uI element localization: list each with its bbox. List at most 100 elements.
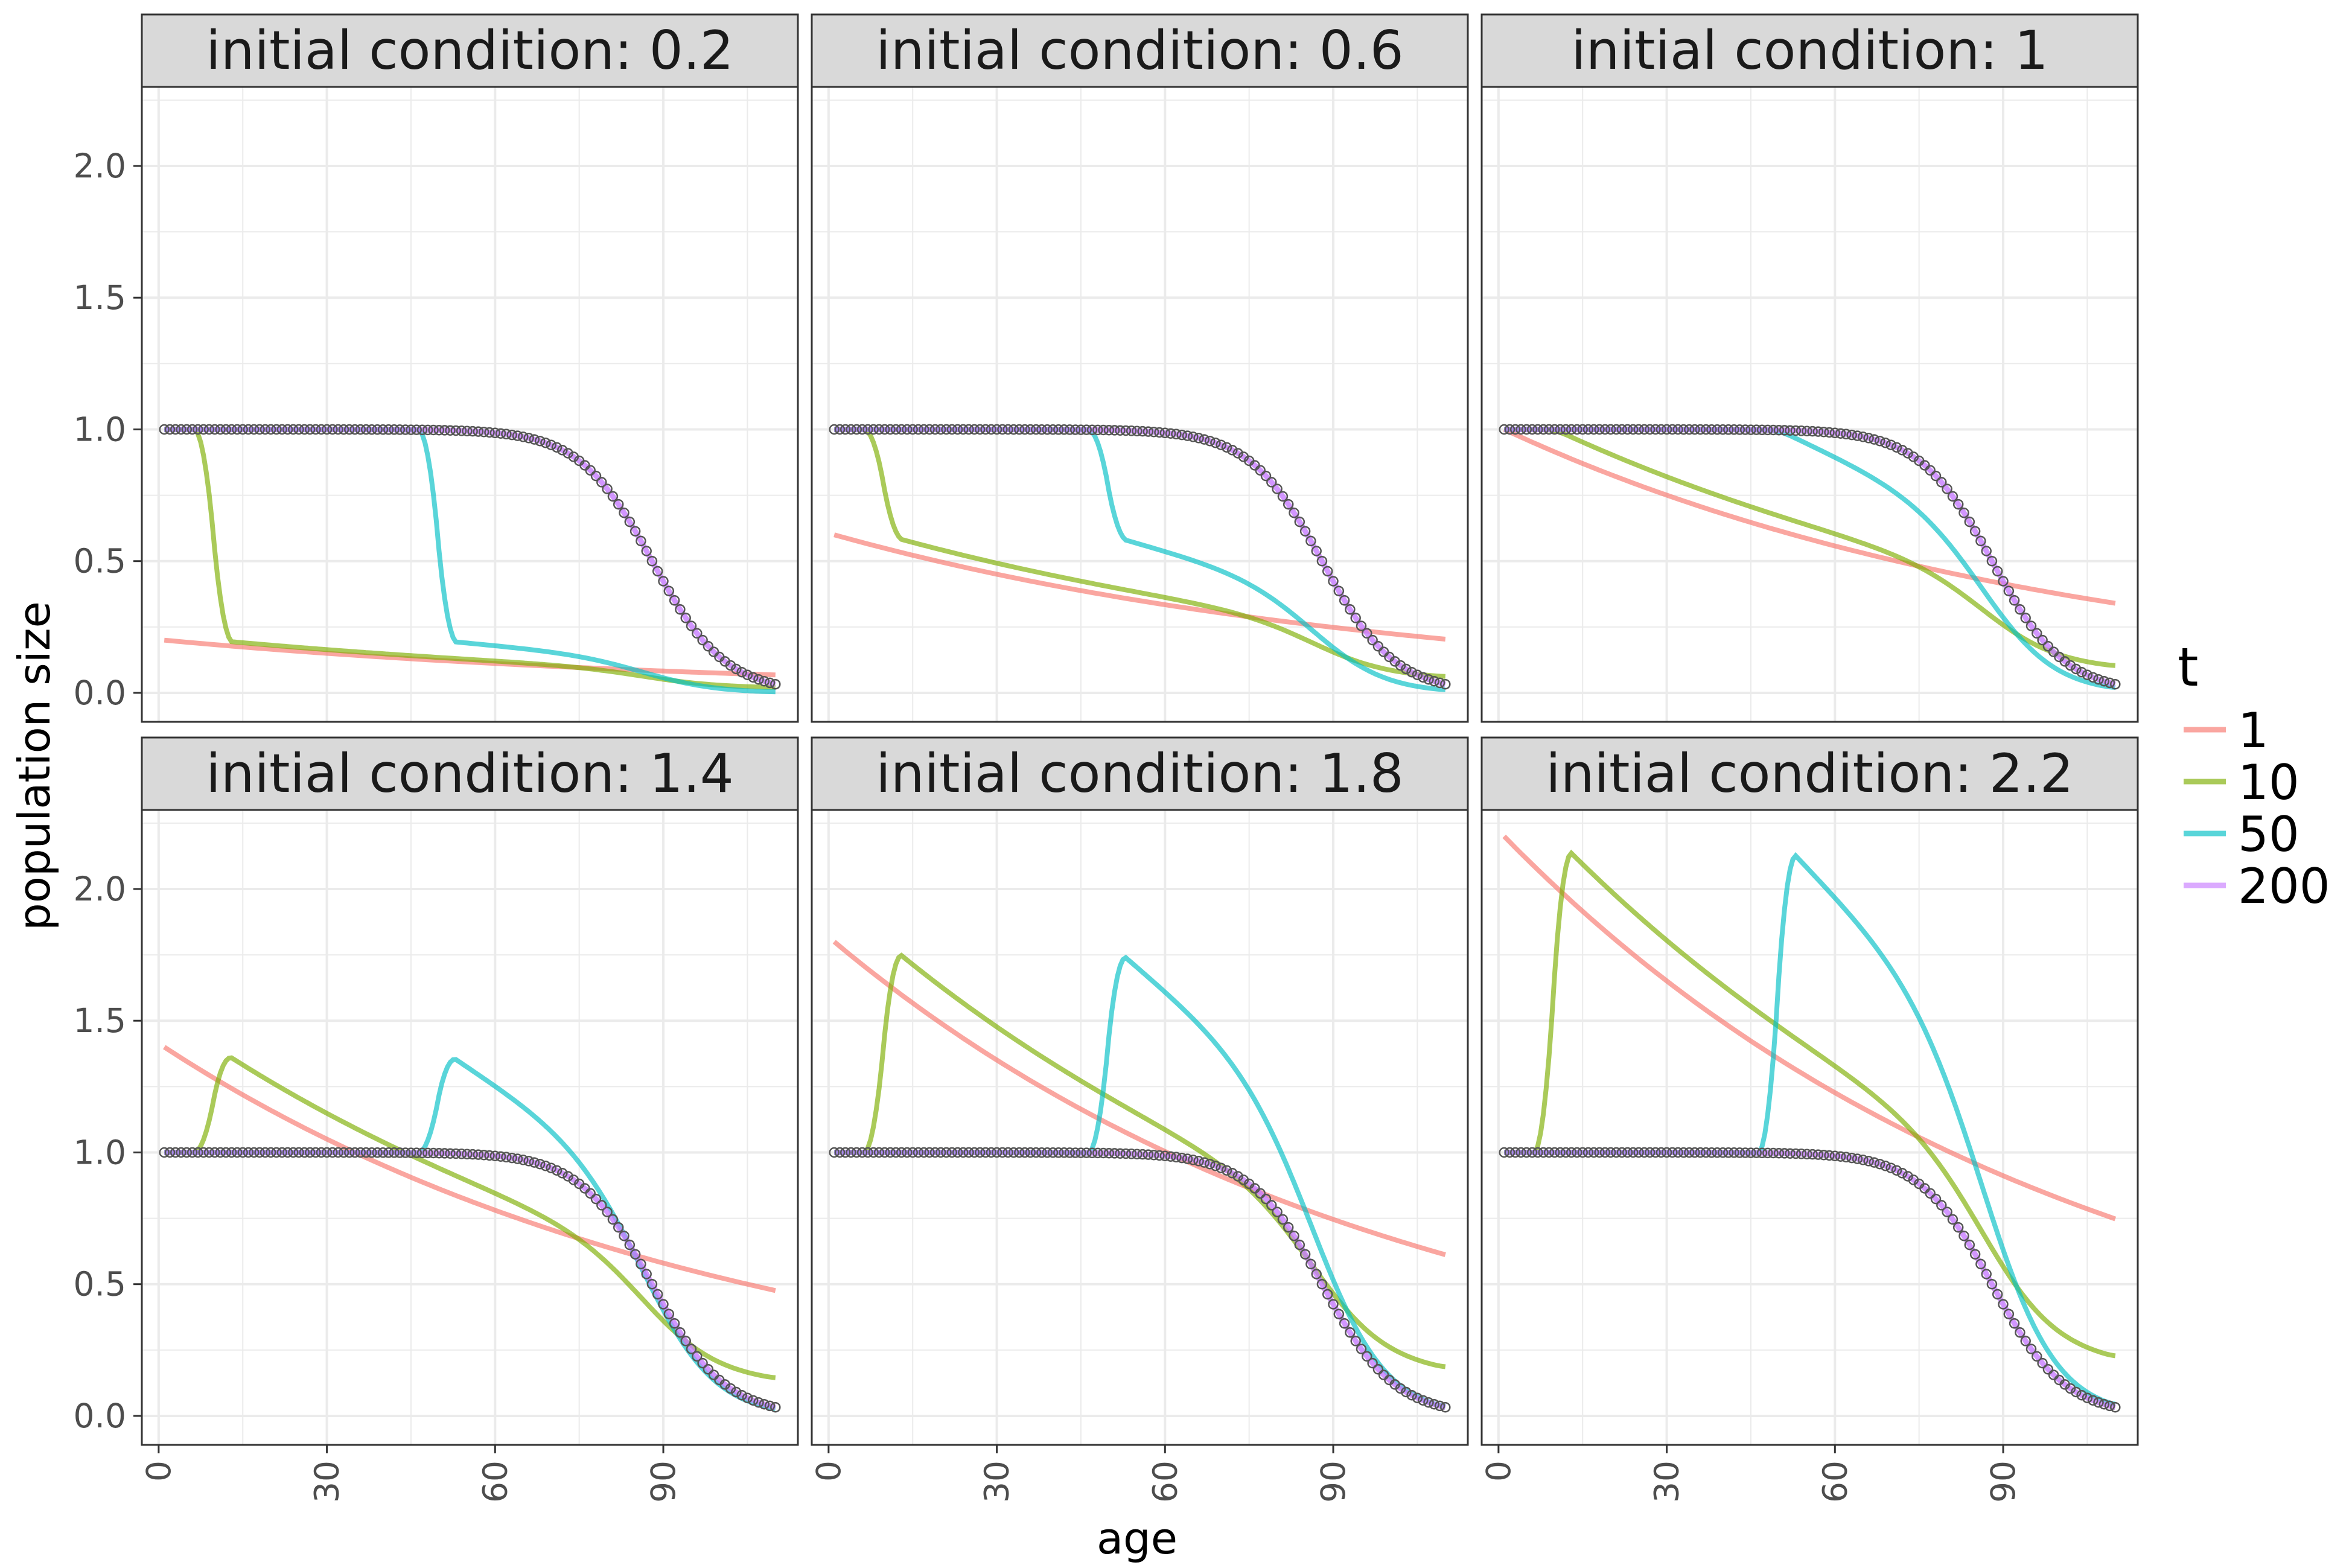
stationary-point [518, 432, 529, 442]
stationary-point [1594, 1147, 1605, 1158]
stationary-point [1333, 585, 1345, 596]
stationary-point [907, 1147, 918, 1158]
stationary-point [1227, 445, 1238, 456]
stationary-point [1417, 672, 1429, 683]
stationary-point [885, 1147, 896, 1158]
stationary-point [1143, 426, 1154, 437]
stationary-point [1305, 535, 1316, 547]
stationary-point [540, 437, 551, 448]
stationary-point [2025, 620, 2037, 631]
stationary-point [1193, 1156, 1204, 1167]
stationary-point [2076, 1389, 2087, 1401]
stationary-point [1785, 425, 1796, 436]
stationary-point [1030, 1147, 1042, 1158]
stationary-point [1036, 424, 1047, 435]
stationary-point [1434, 1400, 1445, 1412]
stationary-point [1812, 1149, 1824, 1160]
stationary-point [209, 1147, 220, 1158]
stationary-point [406, 1147, 416, 1158]
stationary-point [249, 424, 260, 435]
stationary-point [1572, 424, 1582, 435]
stationary-point [1227, 1168, 1238, 1179]
stationary-point [1504, 424, 1515, 435]
stationary-point [2042, 641, 2054, 652]
stationary-point [377, 1147, 389, 1158]
stationary-point [607, 1214, 619, 1225]
y-tick-label: 1.0 [74, 410, 126, 448]
stationary-point [265, 1147, 276, 1158]
stationary-point [529, 434, 540, 445]
stationary-point [1311, 546, 1322, 556]
stationary-point [663, 585, 675, 596]
stationary-point [1176, 1152, 1187, 1164]
stationary-point [400, 1147, 411, 1158]
stationary-point [1729, 1147, 1739, 1158]
stationary-point [636, 1258, 646, 1270]
stationary-point [902, 1147, 913, 1158]
stationary-point [1042, 1147, 1053, 1158]
stationary-point [1216, 439, 1226, 450]
stationary-point [383, 424, 394, 435]
stationary-point [1599, 424, 1611, 435]
stationary-point [1829, 1150, 1841, 1162]
stationary-point [1143, 1149, 1154, 1160]
stationary-point [1395, 1383, 1406, 1394]
stationary-point [997, 1147, 1008, 1158]
x-tick-label: 60 [476, 1461, 514, 1503]
stationary-point [624, 1239, 636, 1251]
stationary-point [652, 1289, 663, 1300]
stationary-point [1092, 424, 1103, 436]
stationary-point [924, 1147, 935, 1158]
stationary-point [829, 1147, 840, 1158]
stationary-point [1521, 1147, 1532, 1158]
stationary-point [478, 426, 489, 438]
stationary-point [1672, 424, 1683, 435]
stationary-point [1182, 430, 1193, 441]
stationary-point [1171, 429, 1182, 440]
stationary-point [997, 424, 1008, 435]
stationary-point [1852, 430, 1863, 441]
stationary-point [1322, 1289, 1333, 1300]
stationary-point [1589, 1147, 1599, 1158]
stationary-point [1616, 424, 1628, 435]
stationary-point [1064, 1147, 1076, 1158]
stationary-point [1277, 1214, 1289, 1225]
stationary-point [518, 1155, 529, 1165]
stationary-point [1852, 1153, 1863, 1164]
stationary-point [629, 1249, 641, 1260]
stationary-point [1717, 424, 1729, 435]
stationary-point [1266, 1200, 1277, 1211]
stationary-point [1622, 1147, 1633, 1158]
stationary-point [563, 1171, 573, 1182]
stationary-point [1874, 1158, 1885, 1170]
stationary-point [1695, 424, 1706, 435]
stationary-point [299, 1147, 310, 1158]
stationary-point [924, 424, 935, 435]
stationary-point [1440, 1401, 1451, 1413]
stationary-point [1891, 442, 1902, 453]
stationary-point [243, 1147, 254, 1158]
stationary-point [1891, 1165, 1902, 1176]
stationary-point [433, 424, 445, 436]
stationary-point [1115, 425, 1126, 436]
stationary-point [546, 1162, 556, 1173]
stationary-point [851, 424, 862, 435]
stationary-point [1272, 1206, 1283, 1217]
stationary-point [879, 1147, 890, 1158]
stationary-point [1499, 424, 1509, 435]
stationary-point [1002, 1147, 1013, 1158]
stationary-point [439, 425, 450, 436]
stationary-point [506, 429, 517, 441]
stationary-point [1165, 428, 1176, 439]
stationary-point [1824, 1150, 1835, 1161]
y-axis-title: population size [9, 601, 60, 931]
stationary-point [1930, 470, 1942, 482]
stationary-point [1103, 424, 1115, 436]
stationary-point [226, 424, 237, 435]
stationary-point [1549, 424, 1560, 435]
x-tick-label: 90 [1314, 1461, 1353, 1503]
stationary-point [1216, 1162, 1226, 1173]
stationary-point [1367, 1357, 1378, 1369]
stationary-point [271, 424, 282, 435]
stationary-point [282, 424, 293, 435]
